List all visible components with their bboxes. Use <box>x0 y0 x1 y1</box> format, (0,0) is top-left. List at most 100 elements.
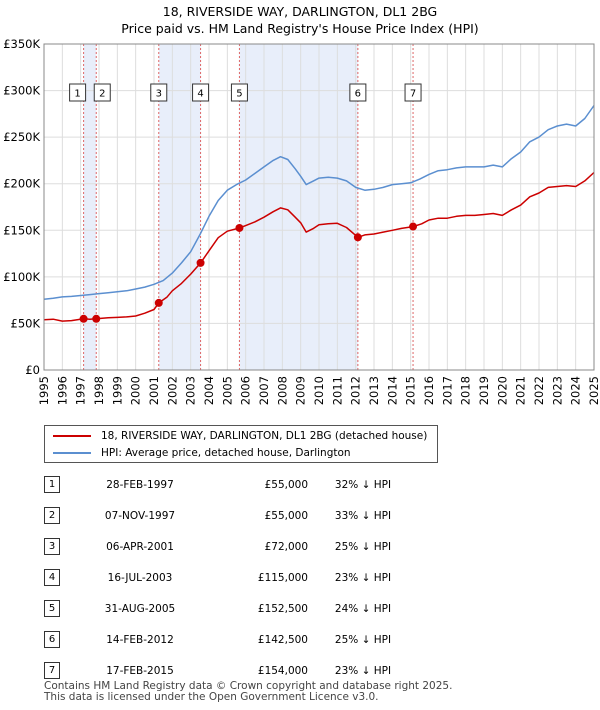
grid-lines <box>43 43 595 371</box>
axes: £0 £50K £100K £150K £200K £250K £300K £350K 1995… <box>3 37 600 405</box>
x-tick-label: 2004 <box>202 376 216 405</box>
sale-hpi-diff: 33% ↓ HPI <box>334 509 392 522</box>
sale-label-number: 7 <box>410 89 416 100</box>
x-tick-label: 2000 <box>129 376 143 405</box>
x-tick-label: 2012 <box>349 376 363 405</box>
sale-price: £55,000 <box>264 478 308 491</box>
x-tick-label: 2016 <box>422 376 436 405</box>
sale-point <box>196 258 205 267</box>
sale-number: 4 <box>44 569 60 586</box>
x-tick-label: 2022 <box>532 376 546 405</box>
x-tick-label: 1999 <box>110 376 124 405</box>
x-tick-label: 2020 <box>495 376 509 405</box>
table-row: 5 31-AUG-2005 £152,500 24% ↓ HPI <box>44 593 418 624</box>
sale-hpi-diff: 25% ↓ HPI <box>334 540 392 553</box>
sale-date: 16-JUL-2003 <box>107 571 173 584</box>
sale-label-box <box>93 83 111 102</box>
sale-label-number: 1 <box>74 89 80 100</box>
x-tick-label: 1996 <box>55 376 69 405</box>
x-tick-label: 1998 <box>92 376 106 405</box>
sale-label-box <box>69 83 87 102</box>
x-tick-label: 2010 <box>312 376 326 405</box>
y-tick-label: £350K <box>3 37 40 51</box>
x-tick-label: 2015 <box>404 376 418 405</box>
sale-point <box>409 222 418 231</box>
legend-label-price: 18, RIVERSIDE WAY, DARLINGTON, DL1 2BG (… <box>101 430 428 442</box>
y-tick-label: £300K <box>3 84 40 98</box>
shaded-band <box>239 44 358 370</box>
sale-point <box>92 314 101 323</box>
chart-subtitle: Price paid vs. HM Land Registry's House … <box>121 21 479 36</box>
sale-date: 06-APR-2001 <box>106 540 174 553</box>
footer: Contains HM Land Registry data © Crown c… <box>44 681 452 703</box>
sale-date: 31-AUG-2005 <box>104 602 176 615</box>
sale-price: £55,000 <box>264 509 308 522</box>
legend-item-price: 18, RIVERSIDE WAY, DARLINGTON, DL1 2BG (… <box>53 428 427 444</box>
sale-label-box <box>192 83 210 102</box>
table-row: 7 17-FEB-2015 £154,000 23% ↓ HPI <box>44 655 418 686</box>
x-tick-label: 2021 <box>514 376 528 405</box>
sale-price: £142,500 <box>257 633 308 646</box>
sale-hpi-diff: 23% ↓ HPI <box>334 571 392 584</box>
x-tick-label: 2023 <box>550 376 564 405</box>
series-lines <box>43 105 595 322</box>
sale-label-number: 3 <box>156 89 162 100</box>
legend-label-hpi: HPI: Average price, detached house, Darl… <box>101 447 351 459</box>
table-row: 2 07-NOV-1997 £55,000 33% ↓ HPI <box>44 500 418 531</box>
x-tick-label: 1997 <box>74 376 88 405</box>
sale-label-number: 6 <box>355 89 361 100</box>
x-tick-label: 2009 <box>294 376 308 405</box>
sale-label-box <box>230 83 248 102</box>
shaded-band <box>83 44 97 370</box>
table-row: 4 16-JUL-2003 £115,000 23% ↓ HPI <box>44 562 418 593</box>
series-line-hpi <box>43 105 595 300</box>
sale-price: £72,000 <box>264 540 308 553</box>
sale-date: 07-NOV-1997 <box>104 509 176 522</box>
sale-number: 2 <box>44 507 60 524</box>
sale-label-number: 4 <box>197 89 203 100</box>
sale-price: £152,500 <box>257 602 308 615</box>
x-tick-label: 2001 <box>147 376 161 405</box>
sale-date: 14-FEB-2012 <box>106 633 174 646</box>
y-tick-label: £0 <box>25 363 40 377</box>
sale-point <box>353 233 362 242</box>
x-tick-label: 2025 <box>587 376 600 405</box>
y-tick-label: £200K <box>3 177 40 191</box>
sale-hpi-diff: 25% ↓ HPI <box>334 633 392 646</box>
legend-item-hpi: HPI: Average price, detached house, Darl… <box>53 445 351 461</box>
legend-line-hpi <box>53 452 91 454</box>
table-row: 6 14-FEB-2012 £142,500 25% ↓ HPI <box>44 624 418 655</box>
sale-points <box>79 222 418 323</box>
x-tick-label: 2006 <box>239 376 253 405</box>
x-tick-label: 2008 <box>275 376 289 405</box>
sale-point <box>235 223 244 232</box>
x-tick-label: 2013 <box>367 376 381 405</box>
shaded-bands <box>83 44 358 370</box>
y-tick-label: £50K <box>11 316 41 330</box>
sale-point <box>154 298 163 307</box>
legend: 18, RIVERSIDE WAY, DARLINGTON, DL1 2BG (… <box>44 425 438 463</box>
legend-line-price <box>53 435 91 437</box>
x-tick-label: 2019 <box>477 376 491 405</box>
sale-point <box>79 314 88 323</box>
plot-frame <box>43 43 595 371</box>
sale-date: 17-FEB-2015 <box>106 664 174 677</box>
x-tick-label: 1995 <box>37 376 51 405</box>
sale-label-box <box>349 83 367 102</box>
x-tick-label: 2007 <box>257 376 271 405</box>
sale-number: 1 <box>44 476 60 493</box>
x-tick-label: 2005 <box>220 376 234 405</box>
x-tick-label: 2018 <box>459 376 473 405</box>
x-tick-label: 2011 <box>330 376 344 405</box>
y-tick-label: £250K <box>3 130 40 144</box>
table-row: 1 28-FEB-1997 £55,000 32% ↓ HPI <box>44 469 418 500</box>
sale-label-box <box>404 83 422 102</box>
sale-number: 3 <box>44 538 60 555</box>
sale-label-box <box>150 83 168 102</box>
sale-label-number: 5 <box>236 89 242 100</box>
sale-price: £154,000 <box>257 664 308 677</box>
y-tick-label: £100K <box>3 270 40 284</box>
sale-labels: 1 2 3 4 5 6 7 <box>69 83 422 102</box>
sale-label-number: 2 <box>99 89 105 100</box>
y-tick-label: £150K <box>3 223 40 237</box>
